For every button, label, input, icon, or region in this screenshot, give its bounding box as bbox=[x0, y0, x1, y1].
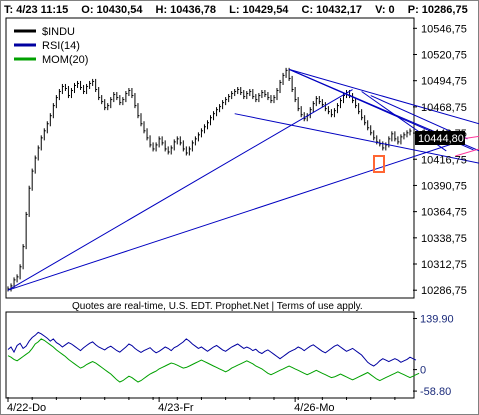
target-marker bbox=[373, 155, 385, 173]
legend-label-indu: $INDU bbox=[42, 26, 75, 38]
legend-label-rsi: RSI(14) bbox=[42, 40, 80, 52]
indicator-y-axis: 139.90 0 -58.80 bbox=[413, 314, 454, 398]
trendline bbox=[288, 68, 479, 125]
trendline bbox=[234, 113, 479, 164]
price-y-tick-label: 10286,75 bbox=[421, 285, 467, 297]
time-axis: 4/22-Do 4/23-Fr 4/26-Mo bbox=[7, 397, 396, 414]
indicator-y-tick-label: 139.90 bbox=[420, 314, 454, 326]
last-price-value: 10444,80 bbox=[418, 133, 464, 145]
header-high: H: 10436,78 bbox=[156, 4, 217, 16]
legend-label-mom: MOM(20) bbox=[42, 54, 88, 66]
price-y-tick-label: 10520,75 bbox=[421, 50, 467, 62]
price-y-tick-label: 10312,75 bbox=[421, 259, 467, 271]
header-close: C: 10432,17 bbox=[302, 4, 363, 16]
trendline bbox=[7, 89, 353, 291]
header-volume: V: 0 bbox=[375, 4, 395, 16]
indicator-series bbox=[7, 331, 420, 383]
trendline bbox=[7, 139, 465, 291]
price-y-tick-label: 10416,75 bbox=[421, 154, 467, 166]
indicator-y-tick-label: 0 bbox=[420, 365, 426, 377]
price-panel: 10546,7510520,7510494,7510468,7510442,75… bbox=[5, 17, 479, 299]
price-series bbox=[7, 67, 412, 292]
projection-line bbox=[455, 148, 479, 157]
price-y-tick-label: 10364,75 bbox=[421, 207, 467, 219]
x-tick-label: 4/26-Mo bbox=[294, 402, 334, 414]
legend: $INDU RSI(14) MOM(20) bbox=[14, 26, 88, 66]
mom-line bbox=[7, 338, 420, 383]
indicator-plot-area bbox=[5, 311, 415, 399]
price-y-tick-label: 10546,75 bbox=[421, 23, 467, 35]
last-price-tag-box bbox=[415, 131, 465, 145]
header-price: P: 10286,75 bbox=[408, 4, 468, 16]
indicator-panel: 139.90 0 -58.80 bbox=[5, 311, 454, 399]
last-price-tag: 10444,80 bbox=[415, 131, 465, 145]
price-y-tick-label: 10468,75 bbox=[421, 102, 467, 114]
svg-text:T: 4/23 11:15 O: 10430,5: T: 4/23 11:15 O: 10430,54 H: 10436,78 L:… bbox=[4, 4, 468, 16]
indicator-y-tick-label: -58.80 bbox=[420, 386, 451, 398]
header-interval: T: 4/23 11:15 bbox=[4, 4, 68, 16]
quote-header: T: 4/23 11:15 O: 10430,54 H: 10436,78 L:… bbox=[4, 4, 468, 16]
price-y-tick-label: 10338,75 bbox=[421, 233, 467, 245]
x-tick-label: 4/22-Do bbox=[7, 402, 46, 414]
price-y-tick-label: 10494,75 bbox=[421, 76, 467, 88]
header-open: O: 10430,54 bbox=[81, 4, 143, 16]
quote-disclaimer: Quotes are real-time, U.S. EDT. Prophet.… bbox=[72, 301, 363, 312]
projection-line bbox=[455, 135, 479, 141]
price-y-tick-label: 10390,75 bbox=[421, 180, 467, 192]
rsi-line bbox=[7, 331, 417, 367]
header-low: L: 10429,54 bbox=[229, 4, 289, 16]
projection-lines bbox=[455, 135, 479, 157]
x-tick-label: 4/23-Fr bbox=[158, 402, 194, 414]
